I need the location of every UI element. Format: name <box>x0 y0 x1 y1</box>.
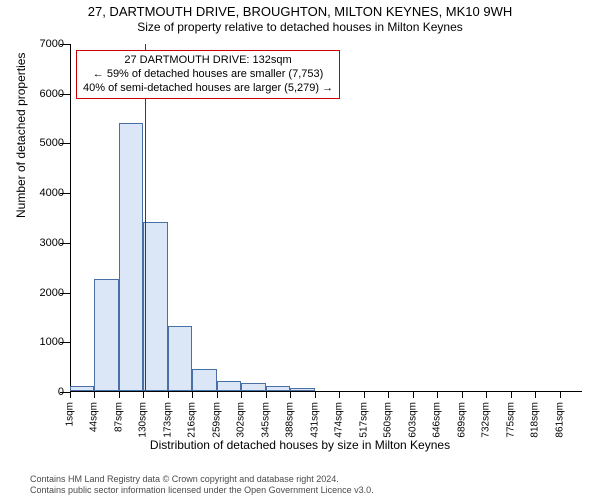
histogram-bar <box>143 222 167 391</box>
x-tick <box>511 392 512 398</box>
x-tick-label: 87sqm <box>113 402 124 432</box>
x-axis-title: Distribution of detached houses by size … <box>0 438 600 452</box>
x-tick <box>388 392 389 398</box>
x-tick <box>413 392 414 398</box>
x-tick <box>535 392 536 398</box>
axis-x-line <box>70 391 582 392</box>
x-tick-label: 818sqm <box>530 402 541 438</box>
histogram-bar <box>70 386 94 391</box>
x-tick <box>290 392 291 398</box>
histogram-bar <box>119 123 143 391</box>
info-box-line-2: ← 59% of detached houses are smaller (7,… <box>83 68 333 82</box>
x-tick-label: 302sqm <box>236 402 247 438</box>
x-tick-label: 345sqm <box>260 402 271 438</box>
x-tick-label: 861sqm <box>554 402 565 438</box>
x-tick <box>168 392 169 398</box>
x-tick-label: 732sqm <box>481 402 492 438</box>
x-tick <box>94 392 95 398</box>
histogram-bar <box>241 383 265 391</box>
titles-block: 27, DARTMOUTH DRIVE, BROUGHTON, MILTON K… <box>0 0 600 35</box>
x-tick-label: 646sqm <box>432 402 443 438</box>
histogram-bar <box>266 386 290 391</box>
y-tick-label: 7000 <box>24 38 64 50</box>
footnote-2: Contains public sector information licen… <box>30 485 374 496</box>
y-tick-label: 2000 <box>24 287 64 299</box>
title-subtitle: Size of property relative to detached ho… <box>0 20 600 35</box>
x-tick-label: 517sqm <box>358 402 369 438</box>
x-tick <box>462 392 463 398</box>
figure: 27, DARTMOUTH DRIVE, BROUGHTON, MILTON K… <box>0 0 600 500</box>
x-tick-label: 560sqm <box>383 402 394 438</box>
x-tick <box>217 392 218 398</box>
x-tick <box>339 392 340 398</box>
x-tick-label: 474sqm <box>334 402 345 438</box>
x-tick-label: 216sqm <box>187 402 198 438</box>
footnote-1: Contains HM Land Registry data © Crown c… <box>30 474 374 485</box>
x-tick <box>315 392 316 398</box>
info-box-line-3: 40% of semi-detached houses are larger (… <box>83 82 333 96</box>
histogram-bar <box>192 369 216 391</box>
x-tick-label: 259sqm <box>211 402 222 438</box>
info-box-line-1: 27 DARTMOUTH DRIVE: 132sqm <box>83 54 333 68</box>
x-tick <box>266 392 267 398</box>
y-tick-label: 6000 <box>24 88 64 100</box>
y-tick-label: 5000 <box>24 137 64 149</box>
histogram-bar <box>94 279 118 391</box>
x-tick-label: 689sqm <box>456 402 467 438</box>
histogram-bar <box>217 381 241 391</box>
x-tick-label: 603sqm <box>407 402 418 438</box>
x-tick <box>70 392 71 398</box>
x-tick <box>560 392 561 398</box>
x-tick <box>364 392 365 398</box>
x-tick-label: 130sqm <box>138 402 149 438</box>
x-tick <box>241 392 242 398</box>
footnotes: Contains HM Land Registry data © Crown c… <box>30 474 374 496</box>
x-tick-label: 388sqm <box>285 402 296 438</box>
x-tick <box>437 392 438 398</box>
x-tick-label: 173sqm <box>162 402 173 438</box>
y-tick-label: 3000 <box>24 237 64 249</box>
x-tick-label: 1sqm <box>65 402 76 426</box>
x-tick <box>119 392 120 398</box>
y-tick-label: 1000 <box>24 336 64 348</box>
x-tick <box>192 392 193 398</box>
y-tick-label: 0 <box>24 386 64 398</box>
histogram-bar <box>168 326 192 391</box>
x-tick-label: 431sqm <box>309 402 320 438</box>
axis-y-line <box>70 44 71 392</box>
x-tick-label: 44sqm <box>89 402 100 432</box>
title-address: 27, DARTMOUTH DRIVE, BROUGHTON, MILTON K… <box>0 4 600 20</box>
x-tick <box>486 392 487 398</box>
y-tick-label: 4000 <box>24 187 64 199</box>
plot-region: 010002000300040005000600070001sqm44sqm87… <box>70 44 582 392</box>
x-tick <box>143 392 144 398</box>
chart-area: 010002000300040005000600070001sqm44sqm87… <box>70 44 582 392</box>
info-box: 27 DARTMOUTH DRIVE: 132sqm← 59% of detac… <box>76 50 340 99</box>
histogram-bar <box>290 388 314 391</box>
x-tick-label: 775sqm <box>505 402 516 438</box>
